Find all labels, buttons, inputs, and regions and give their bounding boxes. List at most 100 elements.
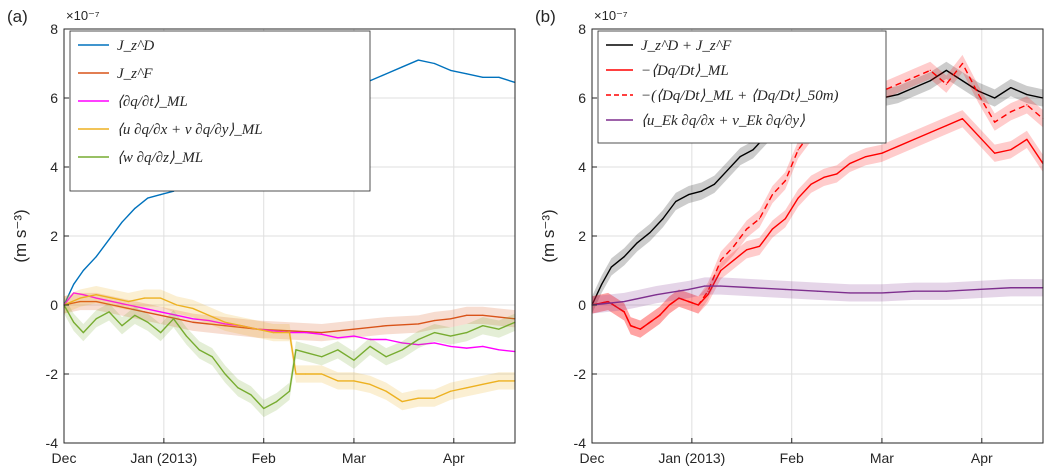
data-point <box>649 321 651 323</box>
data-point <box>961 62 964 65</box>
data-point <box>108 238 110 241</box>
legend-entry: −(⟨Dq/Dt⟩_ML + ⟨Dq/Dt⟩_50m) <box>641 88 839 104</box>
data-point <box>994 97 996 99</box>
data-point <box>385 390 387 392</box>
legend-box <box>69 30 371 192</box>
data-point <box>433 332 436 334</box>
y-tick-label: -4 <box>46 435 59 451</box>
data-point <box>134 207 136 209</box>
y-tick-label: 8 <box>578 21 586 37</box>
data-point <box>276 401 278 403</box>
data-point <box>417 323 419 325</box>
data-point <box>237 387 239 389</box>
series-line <box>63 292 516 353</box>
series-band <box>64 286 515 411</box>
data-point <box>433 397 436 399</box>
data-point <box>913 87 915 89</box>
x-tick-label: Apr <box>443 450 465 466</box>
legend-box <box>597 30 887 144</box>
data-point <box>337 349 339 351</box>
data-point <box>176 314 178 316</box>
data-point <box>466 387 468 389</box>
data-point <box>417 344 419 346</box>
data-point <box>321 332 323 334</box>
data-point <box>945 83 947 85</box>
legend-entry: J_z^D <box>117 38 154 54</box>
y-tick-label: -2 <box>574 366 587 382</box>
data-point <box>263 407 265 410</box>
legend-entry: −⟨Dq/Dt⟩_ML <box>641 63 729 79</box>
data-point <box>288 390 291 392</box>
data-point <box>295 373 297 375</box>
y-axis-label: (m s⁻³) <box>539 209 558 262</box>
data-point <box>498 76 500 78</box>
data-point <box>913 76 915 78</box>
data-point <box>697 304 699 306</box>
data-point <box>1010 87 1012 89</box>
data-point <box>1010 149 1012 151</box>
y-tick-label: -2 <box>46 366 59 382</box>
y-tick-label: 0 <box>578 297 586 313</box>
data-point <box>121 221 123 223</box>
data-point <box>466 73 468 75</box>
data-point <box>945 125 947 127</box>
axis-exponent: ×10⁻⁷ <box>594 8 628 23</box>
y-tick-label: 4 <box>50 159 58 175</box>
data-point <box>256 328 258 330</box>
data-point <box>700 190 703 192</box>
data-point <box>720 259 722 261</box>
legend-entry: ⟨w ∂q/∂z⟩_ML <box>117 150 203 166</box>
data-point <box>79 297 81 299</box>
data-point <box>449 318 452 320</box>
data-point <box>961 80 964 82</box>
data-point <box>192 318 194 320</box>
y-tick-label: 2 <box>50 228 58 244</box>
data-point <box>498 316 500 318</box>
data-point <box>143 311 146 313</box>
data-point <box>758 218 761 220</box>
series-line <box>591 285 1043 306</box>
data-point <box>143 307 146 310</box>
data-point <box>369 338 371 341</box>
data-point <box>192 321 194 323</box>
data-point <box>623 311 625 313</box>
data-point <box>95 256 97 258</box>
data-point <box>482 314 484 316</box>
data-point <box>369 345 371 347</box>
chart-panel-b: -4 -2 0 2 4 6 8 Dec Jan (2013) Feb Mar Apr (b) ×10⁻⁷ (… <box>535 7 1044 466</box>
data-point <box>353 328 355 330</box>
data-point <box>810 183 812 185</box>
y-tick-label: 6 <box>578 90 586 106</box>
y-tick-label: 8 <box>50 21 58 37</box>
data-point <box>127 304 130 306</box>
data-point <box>401 342 403 344</box>
data-point <box>865 156 867 158</box>
data-point <box>385 356 387 358</box>
data-point <box>208 314 210 316</box>
data-point <box>977 93 980 96</box>
panel-label: (a) <box>7 7 28 26</box>
data-point <box>272 332 274 334</box>
data-point <box>816 290 819 292</box>
data-point <box>127 307 130 310</box>
data-point <box>111 297 113 299</box>
data-point <box>272 330 274 332</box>
data-point <box>881 292 883 294</box>
data-point <box>160 297 162 299</box>
data-point <box>147 321 149 323</box>
data-point <box>945 69 947 71</box>
data-point <box>143 297 146 299</box>
data-point <box>417 338 419 341</box>
data-point <box>707 290 709 292</box>
data-point <box>147 197 149 199</box>
data-point <box>224 321 226 323</box>
legend-entry: ⟨u ∂q/∂x + v ∂q/∂y⟩_ML <box>117 122 263 138</box>
data-point <box>482 325 484 327</box>
data-point <box>713 183 716 185</box>
data-point <box>746 249 748 251</box>
data-point <box>668 304 670 306</box>
data-point <box>224 373 226 375</box>
data-point <box>961 118 964 120</box>
data-point <box>630 325 632 327</box>
